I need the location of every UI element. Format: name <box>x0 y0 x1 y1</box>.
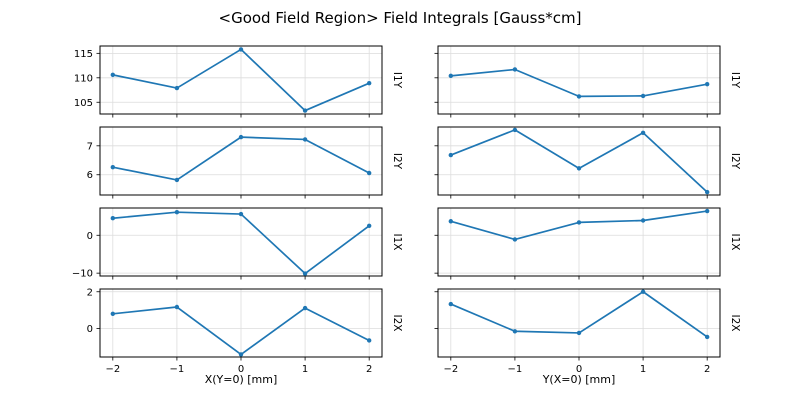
x-tick-label: 1 <box>302 364 308 375</box>
axes-frame <box>437 207 721 277</box>
subplot-i1y-left: 105 110 115 I1Y <box>74 45 403 118</box>
data-point <box>302 305 308 311</box>
data-point <box>366 80 372 86</box>
data-point <box>704 81 710 87</box>
xlabel-right-column: Y(X=0) [mm] <box>542 373 616 386</box>
data-point <box>704 208 710 214</box>
data-point <box>302 137 308 142</box>
data-point <box>110 72 116 78</box>
subplot-i2y-right: I2Y <box>434 126 741 199</box>
x-tick-label: 2 <box>704 364 710 375</box>
data-point <box>512 237 518 242</box>
y-tick-label: 105 <box>74 98 93 109</box>
data-point <box>302 108 308 113</box>
subplot-i2x-left: −2 −1 0 1 2 0 2 I2X <box>87 287 403 375</box>
data-point <box>512 329 518 334</box>
axes-frame <box>437 126 721 196</box>
data-point <box>366 338 372 343</box>
y-tick-label: 110 <box>74 73 93 84</box>
data-point <box>576 330 582 336</box>
row-label-i2y: I2Y <box>391 153 403 170</box>
data-point <box>238 134 244 140</box>
data-point <box>448 73 454 79</box>
data-point <box>366 223 372 229</box>
row-label-i1x: I1X <box>729 234 741 251</box>
data-point <box>576 166 582 171</box>
data-point <box>448 301 454 307</box>
data-point <box>704 334 710 340</box>
y-tick-label: 2 <box>87 287 93 298</box>
row-label-i1y: I1Y <box>391 72 403 89</box>
data-point <box>640 130 646 135</box>
data-point <box>512 67 518 72</box>
subplot-i1y-right: I1Y <box>434 45 741 118</box>
data-point <box>576 220 582 225</box>
data-point <box>704 189 710 195</box>
figure-title: <Good Field Region> Field Integrals [Gau… <box>218 9 582 27</box>
data-point <box>110 216 116 221</box>
data-point <box>640 93 646 99</box>
data-point <box>576 94 582 99</box>
data-point <box>640 218 646 223</box>
xlabel-left-column: X(Y=0) [mm] <box>204 373 278 386</box>
data-point <box>448 152 454 158</box>
x-tick-label: −2 <box>443 364 458 375</box>
axes-frame <box>437 45 721 115</box>
axes-frame <box>99 207 383 277</box>
subplot-i1x-left: −10 0 I1X <box>72 207 403 280</box>
data-point <box>640 289 646 294</box>
data-point <box>110 165 116 170</box>
data-point <box>174 177 180 183</box>
y-tick-label: 6 <box>87 170 93 181</box>
row-label-i1x: I1X <box>391 234 403 251</box>
data-point <box>238 352 244 357</box>
y-tick-label: 0 <box>87 231 93 242</box>
data-point <box>238 211 244 217</box>
subplot-i1x-right: I1X <box>434 207 741 280</box>
data-point <box>302 271 308 276</box>
x-tick-label: −1 <box>170 364 185 375</box>
axes-frame <box>99 45 383 115</box>
data-point <box>366 170 372 176</box>
data-point <box>174 304 180 310</box>
data-point <box>238 47 244 52</box>
x-tick-label: 2 <box>366 364 372 375</box>
row-label-i2x: I2X <box>729 315 741 332</box>
axes-frame <box>99 288 383 358</box>
axes-frame <box>99 126 383 196</box>
row-label-i2x: I2X <box>391 315 403 332</box>
data-point <box>174 209 180 215</box>
row-label-i2y: I2Y <box>729 153 741 170</box>
subplot-i2y-left: 6 7 I2Y <box>87 126 403 199</box>
row-label-i1y: I1Y <box>729 72 741 89</box>
data-point <box>512 127 518 133</box>
x-tick-label: −1 <box>508 364 523 375</box>
x-tick-label: 1 <box>640 364 646 375</box>
x-tick-label: 0 <box>576 364 582 375</box>
data-point <box>448 219 454 224</box>
subplot-i2x-right: −2 −1 0 1 2 I2X <box>434 288 741 375</box>
x-tick-label: 0 <box>238 364 244 375</box>
data-point <box>110 311 116 317</box>
y-tick-label: 7 <box>87 141 93 152</box>
x-tick-label: −2 <box>105 364 120 375</box>
data-point <box>174 85 180 91</box>
y-tick-label: −10 <box>72 269 93 280</box>
y-tick-label: 0 <box>87 324 93 335</box>
axes-frame <box>437 288 721 358</box>
y-tick-label: 115 <box>74 49 93 60</box>
